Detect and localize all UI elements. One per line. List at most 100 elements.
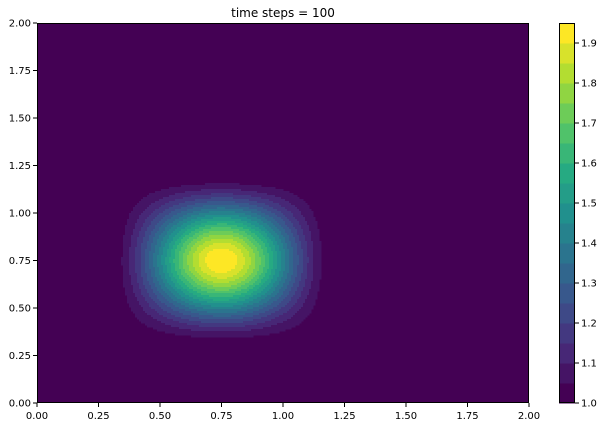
contour-cell — [265, 203, 268, 206]
contour-cell — [293, 227, 296, 230]
contour-cell — [197, 189, 200, 192]
contour-cell — [207, 287, 210, 290]
contour-cell — [283, 223, 286, 226]
contour-cell — [293, 201, 296, 204]
contour-cell — [253, 227, 256, 230]
contour-cell — [155, 191, 158, 194]
contour-cell — [297, 211, 300, 214]
contour-cell — [169, 219, 172, 222]
contour-cell — [233, 187, 236, 190]
contour-cell — [153, 205, 156, 208]
contour-cell — [317, 257, 320, 260]
contour-cell — [139, 285, 142, 288]
contour-cell — [189, 237, 192, 240]
contour-cell — [213, 245, 216, 248]
contour-cell — [291, 209, 294, 212]
contour-cell — [157, 255, 160, 258]
contour-cell — [213, 239, 216, 242]
contour-cell — [183, 205, 186, 208]
contour-cell — [275, 199, 278, 202]
contour-cell — [227, 253, 230, 256]
contour-cell — [203, 211, 206, 214]
contour-cell — [313, 283, 316, 286]
contour-cell — [307, 227, 310, 230]
contour-cell — [229, 219, 232, 222]
contour-cell — [263, 211, 266, 214]
contour-cell — [267, 271, 270, 274]
contour-cell — [147, 197, 150, 200]
contour-cell — [301, 231, 304, 234]
contour-cell — [285, 243, 288, 246]
contour-cell — [245, 231, 248, 234]
contour-cell — [215, 193, 218, 196]
contour-cell — [131, 227, 134, 230]
contour-cell — [281, 213, 284, 216]
contour-cell — [285, 191, 288, 194]
contour-cell — [127, 251, 130, 254]
contour-cell — [123, 251, 126, 254]
contour-cell — [191, 237, 194, 240]
contour-cell — [215, 269, 218, 272]
contour-cell — [213, 281, 216, 284]
contour-cell — [305, 257, 308, 260]
contour-cell — [257, 287, 260, 290]
contour-cell — [171, 211, 174, 214]
contour-cell — [311, 215, 314, 218]
contour-cell — [191, 249, 194, 252]
contour-cell — [205, 189, 208, 192]
contour-cell — [183, 243, 186, 246]
contour-cell — [147, 221, 150, 224]
contour-cell — [299, 287, 302, 290]
contour-cell — [179, 199, 182, 202]
contour-cell — [287, 229, 290, 232]
contour-cell — [223, 223, 226, 226]
contour-cell — [169, 231, 172, 234]
contour-cell — [315, 261, 318, 264]
contour-cell — [163, 275, 166, 278]
contour-cell — [201, 199, 204, 202]
contour-cell — [221, 267, 224, 270]
contour-cell — [279, 267, 282, 270]
contour-cell — [223, 183, 226, 186]
contour-cell — [223, 235, 226, 238]
contour-cell — [193, 251, 196, 254]
contour-cell — [269, 197, 272, 200]
contour-cell — [313, 221, 316, 224]
contour-cell — [175, 247, 178, 250]
contour-cell — [183, 259, 186, 262]
contour-cell — [201, 291, 204, 294]
contour-cell — [271, 211, 274, 214]
contour-cell — [301, 203, 304, 206]
contour-cell — [137, 259, 140, 262]
contour-cell — [197, 257, 200, 260]
contour-cell — [183, 213, 186, 216]
contour-cell — [283, 279, 286, 282]
contour-cell — [185, 227, 188, 230]
contour-cell — [131, 271, 134, 274]
contour-cell — [207, 241, 210, 244]
contour-cell — [263, 189, 266, 192]
contour-cell — [191, 199, 194, 202]
contour-cell — [145, 255, 148, 258]
contour-cell — [259, 253, 262, 256]
contour-cell — [151, 221, 154, 224]
contour-cell — [151, 251, 154, 254]
contour-cell — [135, 253, 138, 256]
contour-cell — [279, 277, 282, 280]
contour-cell — [301, 287, 304, 290]
contour-cell — [243, 231, 246, 234]
contour-cell — [243, 233, 246, 236]
contour-cell — [131, 267, 134, 270]
contour-cell — [223, 201, 226, 204]
contour-cell — [171, 279, 174, 282]
contour-cell — [183, 233, 186, 236]
contour-cell — [281, 273, 284, 276]
contour-cell — [219, 243, 222, 246]
contour-cell — [269, 217, 272, 220]
contour-cell — [259, 215, 262, 218]
contour-cell — [317, 253, 320, 256]
contour-cell — [191, 283, 194, 286]
contour-cell — [153, 207, 156, 210]
contour-cell — [193, 267, 196, 270]
contour-cell — [305, 247, 308, 250]
